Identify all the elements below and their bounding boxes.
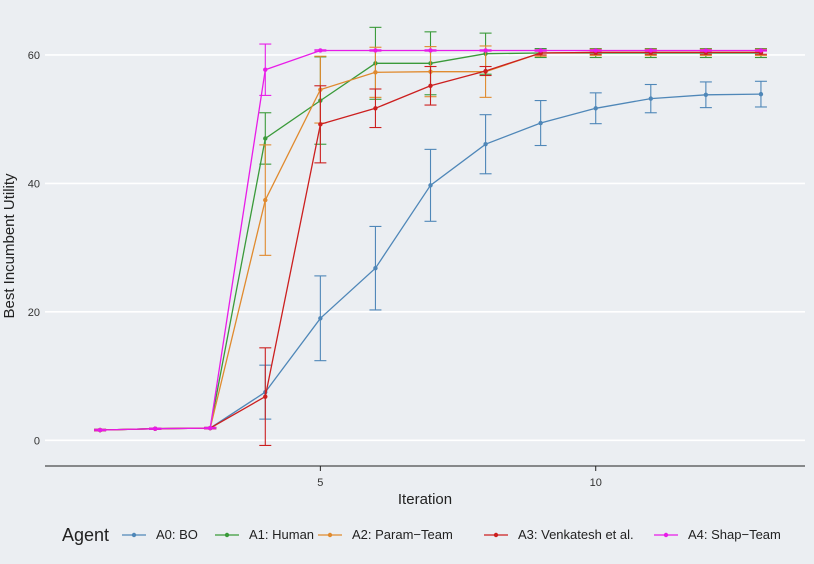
x-axis-label: Iteration: [398, 491, 452, 508]
y-axis-label: Best Incumbent Utility: [1, 173, 18, 319]
data-point: [593, 48, 598, 53]
legend-key-point: [131, 532, 137, 538]
data-point: [703, 48, 709, 53]
data-point: [538, 120, 543, 126]
data-point: [648, 96, 653, 101]
legend-key-point: [663, 532, 669, 538]
data-point: [758, 48, 764, 53]
legend-label: A4: Shap−Team: [688, 527, 781, 542]
legend-entry: A3: Venkatesh et al.: [484, 527, 634, 542]
data-point: [263, 67, 268, 72]
data-point: [428, 83, 433, 88]
y-tick-label: 0: [34, 435, 40, 447]
data-point: [152, 426, 158, 431]
legend-entry: A0: BO: [122, 527, 198, 542]
y-tick-label: 40: [28, 178, 40, 190]
gridlines: [45, 54, 805, 442]
x-tick-label: 10: [590, 477, 602, 489]
x-axis-ticks: 5 10: [317, 466, 602, 489]
data-point: [648, 48, 653, 53]
data-point: [483, 48, 488, 53]
data-point: [318, 316, 323, 321]
legend-label: A1: Human: [249, 527, 314, 542]
legend-key-point: [327, 532, 333, 538]
data-point: [483, 142, 488, 147]
data-point: [97, 427, 103, 433]
plot-area: [94, 26, 767, 446]
data-point: [703, 92, 709, 97]
x-tick-label: 5: [317, 477, 323, 489]
data-point: [483, 68, 488, 74]
data-point: [373, 70, 378, 75]
data-point: [373, 265, 378, 271]
y-axis-ticks: 0 20 40 60: [28, 50, 40, 447]
data-point: [263, 394, 268, 399]
series-4: [94, 43, 767, 433]
y-tick-label: 60: [28, 50, 40, 62]
data-point: [263, 197, 268, 203]
legend-title: Agent: [62, 525, 109, 545]
legend-entry: A4: Shap−Team: [654, 527, 781, 542]
legend: Agent A0: BO A1: Human A2: Param−Team A3: V…: [62, 525, 781, 545]
y-tick-label: 20: [28, 307, 40, 319]
data-point: [428, 183, 433, 188]
legend-key-point: [224, 532, 230, 538]
data-point: [593, 106, 598, 111]
data-point: [538, 48, 543, 53]
data-point: [263, 136, 268, 141]
legend-label: A2: Param−Team: [352, 527, 453, 542]
legend-entry: A2: Param−Team: [318, 527, 453, 542]
data-point: [318, 122, 323, 127]
legend-label: A0: BO: [156, 527, 198, 542]
data-point: [373, 48, 378, 53]
data-point: [208, 425, 213, 431]
legend-entry: A1: Human: [215, 527, 314, 542]
data-point: [428, 48, 433, 53]
data-point: [373, 106, 378, 111]
legend-key-point: [493, 532, 499, 538]
data-point: [318, 48, 323, 53]
legend-label: A3: Venkatesh et al.: [518, 527, 634, 542]
data-point: [758, 91, 764, 97]
